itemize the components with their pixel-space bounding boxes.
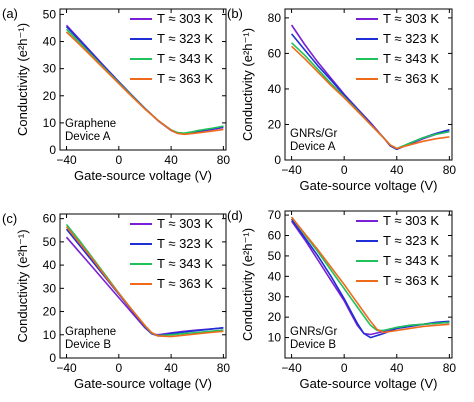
legend-label: T ≈ 363 K (383, 71, 439, 86)
x-tick-label: −40 (281, 163, 302, 177)
x-tick-label: 0 (115, 361, 122, 375)
chart-panel-3: −40 0 40 80 10 20 30 40 50 60 70 Gate-source voltag… (227, 208, 456, 391)
x-tick-label: 40 (390, 361, 404, 375)
legend-label: T ≈ 363 K (157, 71, 213, 86)
x-tick-label: 0 (115, 153, 122, 167)
legend-label: T ≈ 363 K (157, 276, 213, 291)
y-axis-title: Conductivity (e²h⁻¹) (15, 229, 30, 342)
series-line-2 (290, 216, 450, 332)
y-tick-label: 50 (43, 235, 57, 249)
x-tick-label: 80 (217, 153, 231, 167)
y-tick-label: 40 (268, 269, 282, 283)
x-tick-label: −40 (281, 361, 302, 375)
device-annotation: GNRs/Gr (290, 128, 337, 140)
x-axis-title: Gate-source voltage (V) (299, 376, 437, 391)
y-axis-title: Conductivity (e²h⁻¹) (15, 23, 30, 136)
legend-label: T ≈ 323 K (383, 233, 439, 248)
y-tick-label: 20 (43, 89, 57, 103)
y-tick-label: 0 (274, 153, 281, 167)
y-tick-label: 0 (49, 143, 56, 157)
device-annotation: Device A (290, 141, 336, 153)
device-annotation: Device B (65, 339, 111, 351)
x-tick-label: 80 (443, 361, 457, 375)
y-tick-label: 30 (43, 281, 57, 295)
device-annotation: Graphene (65, 326, 116, 338)
legend-label: T ≈ 303 K (157, 11, 213, 26)
x-tick-label: −40 (56, 361, 77, 375)
plot-frame (59, 8, 227, 151)
y-tick-label: 50 (43, 7, 57, 21)
y-tick-label: 50 (268, 249, 282, 263)
y-tick-label: 40 (43, 258, 57, 272)
x-tick-label: 80 (443, 163, 457, 177)
y-tick-label: 10 (268, 331, 282, 345)
legend-label: T ≈ 363 K (383, 273, 439, 288)
series-line-3 (291, 45, 450, 150)
y-tick-label: 40 (268, 82, 282, 96)
y-tick-label: 20 (43, 305, 57, 319)
x-axis-title: Gate-source voltage (V) (74, 376, 212, 391)
device-annotation: Graphene (65, 118, 116, 130)
device-annotation: Device A (65, 131, 111, 143)
y-tick-label: 60 (268, 46, 282, 60)
legend-label: T ≈ 303 K (383, 213, 439, 228)
legend-label: T ≈ 343 K (383, 51, 439, 66)
plot-frame (284, 210, 453, 359)
legend-label: T ≈ 303 K (383, 11, 439, 26)
panel-letter: (d) (227, 208, 243, 223)
y-axis-title: Conductivity (e²h⁻¹) (240, 228, 255, 341)
y-tick-label: 70 (268, 208, 282, 222)
x-tick-label: 0 (341, 163, 348, 177)
legend-label: T ≈ 343 K (157, 51, 213, 66)
plot-frame (59, 213, 227, 359)
x-tick-label: 40 (390, 163, 404, 177)
panel-letter: (a) (2, 6, 18, 21)
series-line-3 (290, 216, 450, 334)
legend-label: T ≈ 343 K (383, 253, 439, 268)
y-tick-label: 20 (268, 117, 282, 131)
device-annotation: Device B (290, 339, 336, 351)
device-annotation: GNRs/Gr (290, 326, 337, 338)
y-tick-label: 60 (43, 212, 57, 226)
series-line-3 (65, 31, 224, 136)
x-tick-label: 0 (341, 361, 348, 375)
y-tick-label: 10 (43, 328, 57, 342)
x-tick-label: 40 (164, 153, 178, 167)
legend-label: T ≈ 323 K (157, 31, 213, 46)
y-tick-label: 40 (43, 35, 57, 49)
y-tick-label: 20 (268, 310, 282, 324)
x-axis-title: Gate-source voltage (V) (299, 178, 437, 193)
panel-letter: (c) (2, 211, 17, 226)
y-tick-label: 80 (268, 11, 282, 25)
x-tick-label: 80 (217, 361, 231, 375)
legend-label: T ≈ 343 K (157, 256, 213, 271)
y-tick-label: 0 (49, 351, 56, 365)
legend-label: T ≈ 323 K (157, 236, 213, 251)
legend-label: T ≈ 303 K (157, 216, 213, 231)
x-tick-label: −40 (56, 153, 77, 167)
panel-letter: (b) (227, 6, 243, 21)
y-tick-label: 10 (43, 116, 57, 130)
y-tick-label: 30 (268, 290, 282, 304)
series-line-3 (65, 226, 224, 338)
plot-frame (284, 8, 453, 161)
x-tick-label: 40 (164, 361, 178, 375)
x-axis-title: Gate-source voltage (V) (74, 168, 212, 183)
y-tick-label: 60 (268, 229, 282, 243)
y-axis-title: Conductivity (e²h⁻¹) (240, 28, 255, 141)
legend-label: T ≈ 323 K (383, 31, 439, 46)
y-tick-label: 30 (43, 62, 57, 76)
